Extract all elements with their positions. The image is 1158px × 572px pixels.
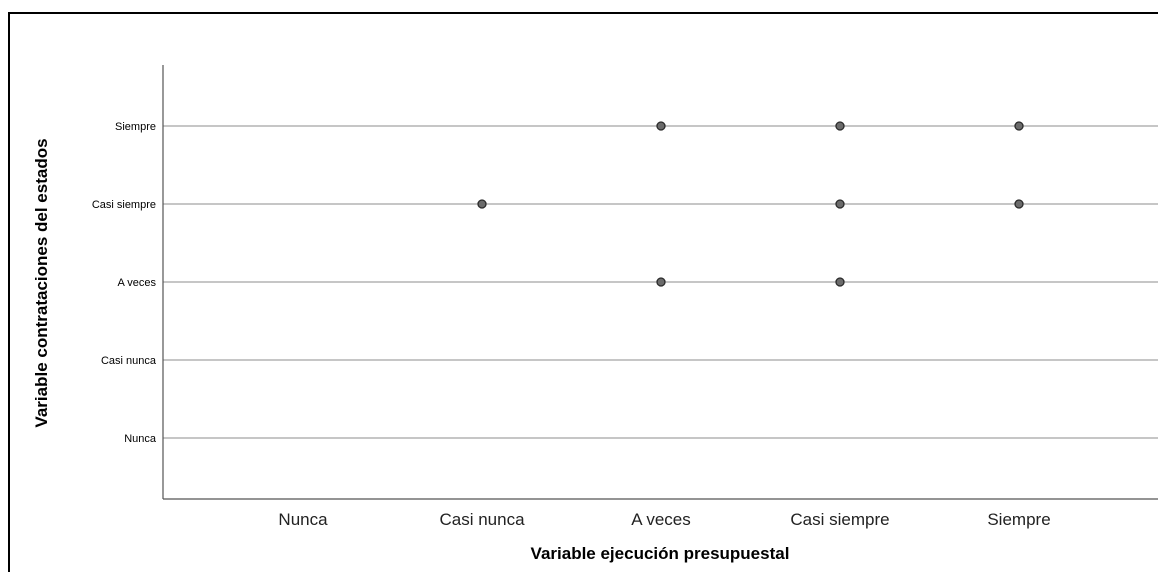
data-point [1014, 121, 1024, 131]
data-point [835, 199, 845, 209]
data-point [835, 121, 845, 131]
y-tick-label: Casi siempre [92, 199, 156, 211]
chart-frame [8, 12, 1158, 572]
x-tick-label: Casi siempre [790, 510, 889, 529]
y-tick-label: A veces [117, 277, 156, 289]
x-tick-label: Siempre [987, 510, 1050, 529]
data-point [656, 121, 666, 131]
y-tick-labels: Nunca Casi nunca A veces Casi siempre Siempr… [92, 121, 157, 445]
data-points [477, 121, 1024, 287]
y-tick-label: Nunca [124, 433, 157, 445]
x-tick-labels: Nunca Casi nunca A veces Casi siempre Siempr… [278, 510, 1050, 529]
x-tick-label: Casi nunca [439, 510, 525, 529]
data-point [835, 277, 845, 287]
y-axis-title: Variable contrataciones del estados [32, 138, 51, 427]
x-tick-label: Nunca [278, 510, 328, 529]
y-tick-label: Siempre [115, 121, 156, 133]
data-point [1014, 199, 1024, 209]
data-point [656, 277, 666, 287]
x-axis-title: Variable ejecución presupuestal [531, 544, 790, 563]
y-tick-label: Casi nunca [101, 355, 157, 367]
x-tick-label: A veces [631, 510, 691, 529]
data-point [477, 199, 487, 209]
